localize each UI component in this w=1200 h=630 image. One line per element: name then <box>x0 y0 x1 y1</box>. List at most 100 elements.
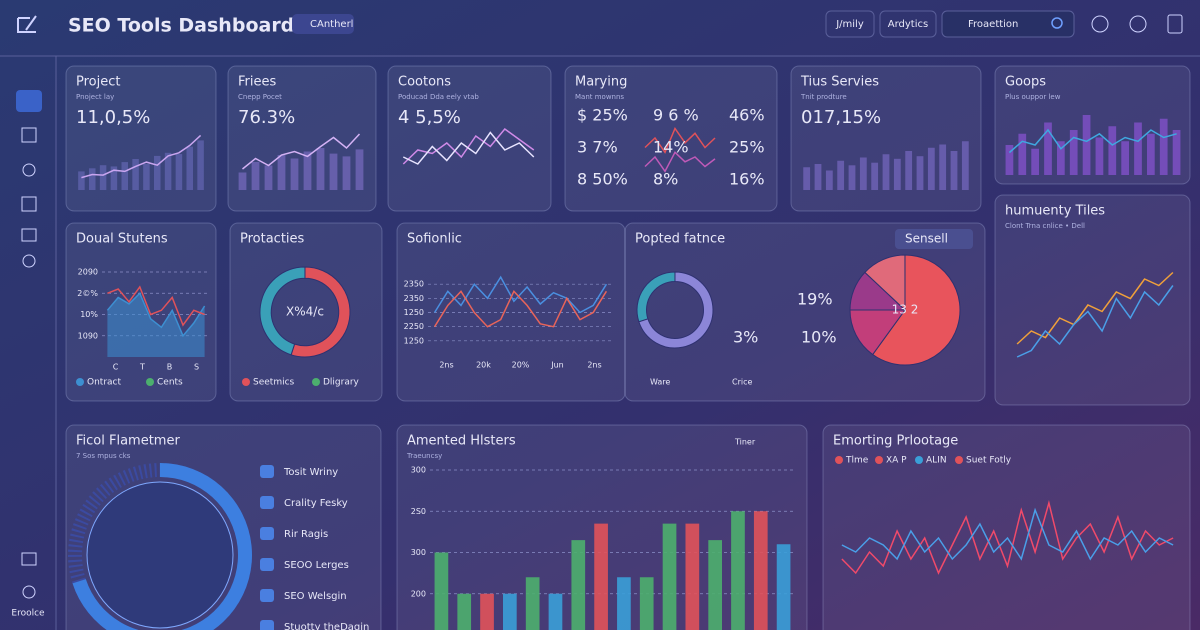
button[interactable] <box>895 229 973 249</box>
bar <box>803 167 811 190</box>
legend-label: Seetmics <box>253 378 295 388</box>
icon[interactable] <box>1167 14 1183 34</box>
bar <box>355 149 364 190</box>
bar <box>1082 115 1091 175</box>
footer-label: Ware <box>650 378 670 387</box>
header-button[interactable] <box>825 10 875 38</box>
legend-label: Cents <box>157 378 183 388</box>
stat: 14% <box>653 138 689 157</box>
bar <box>238 172 247 190</box>
panel <box>387 65 552 212</box>
nav-icon[interactable] <box>21 127 37 143</box>
bar <box>1159 118 1168 175</box>
button-label: Sensell <box>905 232 948 246</box>
bar <box>186 146 193 190</box>
panel-subtitle: Clont Trna cnlice • Dell <box>1005 222 1085 230</box>
search-box[interactable] <box>941 10 1075 38</box>
panel-title: Amented Hlsters <box>407 434 516 449</box>
nav-icon[interactable] <box>22 585 36 599</box>
item-label: Tosit Wriny <box>283 467 338 478</box>
panel <box>229 222 383 402</box>
x-tick-label: C <box>113 363 119 372</box>
panel-title: Popted fatnce <box>635 232 725 247</box>
y-tick-label: 300 <box>411 548 426 557</box>
stat: 4 5,5% <box>398 107 461 128</box>
badge: Tiner <box>734 438 756 447</box>
panel-title: Cootons <box>398 75 451 90</box>
bar <box>859 157 867 190</box>
y-tick-label: 1090 <box>78 331 98 340</box>
tag-box[interactable] <box>292 14 354 34</box>
bar <box>303 151 312 190</box>
panel-title: Marying <box>575 75 627 90</box>
panel-title: Project <box>76 75 120 90</box>
legend-label: ALIN <box>926 456 947 466</box>
center-label: X%4/c <box>286 305 324 319</box>
x-tick-label: Jun <box>550 361 564 370</box>
header-button[interactable] <box>879 10 937 38</box>
bar <box>264 165 273 190</box>
panel <box>994 194 1191 406</box>
nav-icon[interactable] <box>22 163 36 177</box>
stat: 10% <box>801 328 837 347</box>
item-label: Stuotty theDagin <box>284 622 369 630</box>
icon[interactable] <box>1091 15 1109 33</box>
bar <box>143 163 150 190</box>
item-label: SEOO Lerges <box>284 560 349 571</box>
series-line <box>107 285 205 327</box>
trend-line <box>242 133 361 170</box>
x-tick-label: T <box>139 363 145 372</box>
bar <box>110 166 118 190</box>
bar <box>1057 141 1065 175</box>
bar <box>639 577 654 630</box>
gauge-face <box>86 481 234 629</box>
bar <box>329 153 338 190</box>
bar <box>837 160 845 190</box>
trend-line <box>1008 128 1177 154</box>
bar <box>197 140 204 190</box>
bar <box>457 593 472 630</box>
bar <box>503 593 517 630</box>
area <box>107 293 205 357</box>
item-icon <box>260 589 274 602</box>
legend-dot <box>242 378 250 386</box>
y-tick-label: 300 <box>411 466 426 475</box>
legend-label: XA P <box>886 456 907 466</box>
panel-title: Sofionlic <box>407 232 462 247</box>
nav-icon[interactable] <box>21 228 37 242</box>
legend-dot <box>146 378 154 386</box>
bar <box>685 523 700 630</box>
nav-icon[interactable] <box>21 196 37 212</box>
x-tick-label: 20k <box>476 361 491 370</box>
series-line <box>644 151 716 173</box>
stat: $ 25% <box>577 106 628 125</box>
panel-subtitle: Mant mownns <box>575 93 624 101</box>
panel-title: Goops <box>1005 75 1046 90</box>
nav-icon[interactable] <box>21 552 37 566</box>
app-title: SEO Tools Dashboard <box>68 15 294 37</box>
item-icon <box>260 620 274 630</box>
panel-title: humuenty Tiles <box>1005 204 1105 219</box>
bar <box>753 511 768 630</box>
header-button-label: Ardytics <box>888 19 928 30</box>
stat: 3% <box>733 328 758 347</box>
x-tick-label: 2ns <box>587 361 601 370</box>
slice <box>636 271 676 323</box>
bar <box>525 577 540 630</box>
bar <box>905 151 913 190</box>
series-line <box>106 291 206 338</box>
bar <box>950 151 958 190</box>
nav-icon[interactable] <box>22 254 36 268</box>
y-tick-label: 2350 <box>404 280 424 289</box>
bar <box>882 154 890 190</box>
slice <box>849 309 906 356</box>
nav-active[interactable] <box>16 90 42 112</box>
bar <box>871 162 879 190</box>
bar <box>154 155 161 190</box>
search-icon[interactable] <box>1051 17 1063 29</box>
item-label: Crality Fesky <box>284 498 348 509</box>
center-label: 13 2 <box>892 303 919 317</box>
slice <box>872 254 961 366</box>
icon[interactable] <box>1129 15 1147 33</box>
